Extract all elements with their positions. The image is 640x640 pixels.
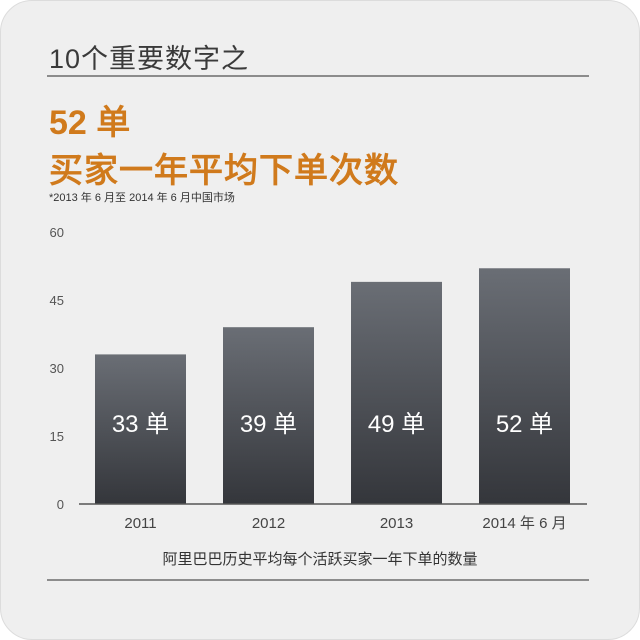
bar-data-label: 33 单 [112, 411, 169, 438]
y-tick-label: 60 [50, 225, 64, 240]
x-axis: 2011 2012 2013 2014 年 6 月 [124, 515, 566, 532]
y-tick-label: 15 [50, 429, 64, 444]
bar-2 [223, 327, 314, 504]
bar-3 [351, 281, 442, 504]
bar-data-label: 39 单 [240, 411, 297, 438]
bars-group: 33 单 39 单 49 单 52 单 [95, 268, 570, 504]
y-axis: 0 15 30 45 60 [50, 225, 64, 512]
x-tick-label: 2013 [380, 515, 413, 532]
x-axis-caption: 阿里巴巴历史平均每个活跃买家一年下单的数量 [162, 551, 477, 568]
bar-1 [95, 354, 186, 504]
bar-data-label: 49 单 [368, 411, 425, 438]
footnote: *2013 年 6 月至 2014 年 6 月中国市场 [49, 192, 235, 204]
x-tick-label: 2012 [252, 515, 285, 532]
y-tick-label: 45 [50, 293, 64, 308]
headline-subtitle: 买家一年平均下单次数 [49, 152, 399, 190]
header-title: 10个重要数字之 [49, 44, 250, 74]
top-divider [47, 75, 589, 77]
bottom-divider [47, 579, 589, 581]
bar-4 [479, 268, 570, 504]
y-tick-label: 30 [50, 361, 64, 376]
bar-data-label: 52 单 [496, 411, 553, 438]
x-tick-label: 2014 年 6 月 [482, 515, 566, 532]
headline-number: 52 单 [49, 104, 131, 142]
y-tick-label: 0 [57, 497, 64, 512]
x-tick-label: 2011 [124, 515, 156, 532]
